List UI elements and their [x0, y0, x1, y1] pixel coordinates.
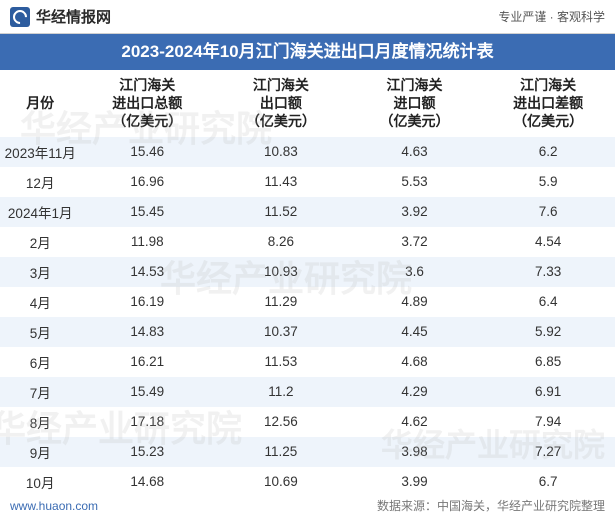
table-cell: 4.62 [348, 407, 482, 437]
footer-url: www.huaon.com [10, 499, 98, 513]
table-cell: 6.85 [481, 347, 615, 377]
table-cell: 11.29 [214, 287, 348, 317]
table-cell: 11.98 [80, 227, 214, 257]
table-cell: 2023年11月 [0, 137, 80, 167]
table-cell: 11.52 [214, 197, 348, 227]
table-cell: 5.53 [348, 167, 482, 197]
table-cell: 15.23 [80, 437, 214, 467]
table-cell: 7.33 [481, 257, 615, 287]
table-cell: 11.25 [214, 437, 348, 467]
table-cell: 4.29 [348, 377, 482, 407]
table-cell: 12.56 [214, 407, 348, 437]
table-cell: 2024年1月 [0, 197, 80, 227]
page-container: 华经产业研究院 华经产业研究院 华经产业研究院 华经产业研究院 华经情报网 专业… [0, 0, 615, 520]
table-cell: 10.83 [214, 137, 348, 167]
table-cell: 9月 [0, 437, 80, 467]
col-header-import: 江门海关进口额（亿美元） [348, 70, 482, 137]
table-cell: 4月 [0, 287, 80, 317]
table-cell: 8月 [0, 407, 80, 437]
table-cell: 10.93 [214, 257, 348, 287]
table-row: 2023年11月15.4610.834.636.2 [0, 137, 615, 167]
table-cell: 14.53 [80, 257, 214, 287]
table-cell: 2月 [0, 227, 80, 257]
table-cell: 15.46 [80, 137, 214, 167]
table-row: 5月14.8310.374.455.92 [0, 317, 615, 347]
data-table: 月份 江门海关进出口总额（亿美元） 江门海关出口额（亿美元） 江门海关进口额（亿… [0, 70, 615, 497]
table-cell: 15.45 [80, 197, 214, 227]
table-cell: 6月 [0, 347, 80, 377]
table-title: 2023-2024年10月江门海关进出口月度情况统计表 [0, 34, 615, 70]
topbar-left: 华经情报网 [10, 6, 111, 27]
col-header-month: 月份 [0, 70, 80, 137]
table-row: 7月15.4911.24.296.91 [0, 377, 615, 407]
table-cell: 11.53 [214, 347, 348, 377]
table-cell: 6.91 [481, 377, 615, 407]
table-cell: 10.37 [214, 317, 348, 347]
col-header-total: 江门海关进出口总额（亿美元） [80, 70, 214, 137]
table-cell: 7月 [0, 377, 80, 407]
table-cell: 3.92 [348, 197, 482, 227]
table-row: 6月16.2111.534.686.85 [0, 347, 615, 377]
table-cell: 11.2 [214, 377, 348, 407]
table-cell: 4.63 [348, 137, 482, 167]
table-cell: 5月 [0, 317, 80, 347]
table-cell: 7.94 [481, 407, 615, 437]
table-row: 8月17.1812.564.627.94 [0, 407, 615, 437]
table-cell: 7.27 [481, 437, 615, 467]
table-cell: 7.6 [481, 197, 615, 227]
footer-source: 数据来源：中国海关，华经产业研究院整理 [377, 497, 605, 514]
table-cell: 5.9 [481, 167, 615, 197]
table-cell: 12月 [0, 167, 80, 197]
footer: www.huaon.com 数据来源：中国海关，华经产业研究院整理 [0, 491, 615, 520]
col-header-export: 江门海关出口额（亿美元） [214, 70, 348, 137]
table-row: 2024年1月15.4511.523.927.6 [0, 197, 615, 227]
table-header: 月份 江门海关进出口总额（亿美元） 江门海关出口额（亿美元） 江门海关进口额（亿… [0, 70, 615, 137]
table-cell: 5.92 [481, 317, 615, 347]
table-cell: 4.68 [348, 347, 482, 377]
table-cell: 11.43 [214, 167, 348, 197]
table-cell: 3.72 [348, 227, 482, 257]
table-cell: 4.45 [348, 317, 482, 347]
table-cell: 17.18 [80, 407, 214, 437]
table-cell: 4.89 [348, 287, 482, 317]
table-cell: 6.2 [481, 137, 615, 167]
table-cell: 8.26 [214, 227, 348, 257]
logo-icon [10, 7, 30, 27]
table-cell: 3.6 [348, 257, 482, 287]
table-cell: 14.83 [80, 317, 214, 347]
table-row: 3月14.5310.933.67.33 [0, 257, 615, 287]
site-name: 华经情报网 [36, 6, 111, 27]
table-cell: 6.4 [481, 287, 615, 317]
table-cell: 16.96 [80, 167, 214, 197]
col-header-balance: 江门海关进出口差额（亿美元） [481, 70, 615, 137]
table-cell: 4.54 [481, 227, 615, 257]
table-cell: 16.19 [80, 287, 214, 317]
table-cell: 3月 [0, 257, 80, 287]
table-row: 9月15.2311.253.987.27 [0, 437, 615, 467]
table-cell: 3.98 [348, 437, 482, 467]
tagline: 专业严谨 · 客观科学 [498, 8, 605, 25]
table-cell: 15.49 [80, 377, 214, 407]
top-bar: 华经情报网 专业严谨 · 客观科学 [0, 0, 615, 34]
table-body: 2023年11月15.4610.834.636.212月16.9611.435.… [0, 137, 615, 497]
table-row: 12月16.9611.435.535.9 [0, 167, 615, 197]
table-cell: 16.21 [80, 347, 214, 377]
table-row: 4月16.1911.294.896.4 [0, 287, 615, 317]
table-row: 2月11.988.263.724.54 [0, 227, 615, 257]
